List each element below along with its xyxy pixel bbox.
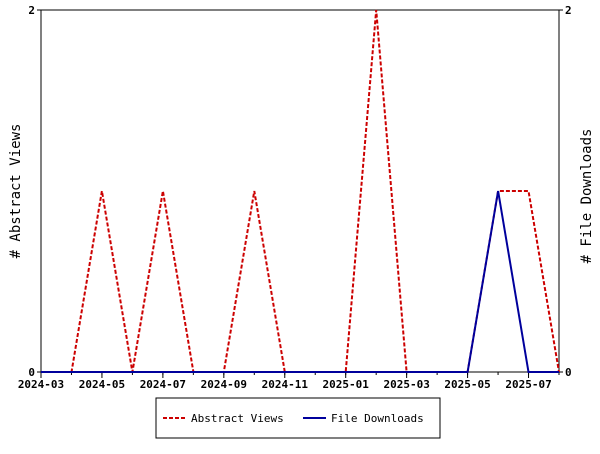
x-tick-label: 2025-05 [444,378,490,391]
y-axis-right-title: # File Downloads [579,129,595,264]
x-tick-label: 2025-01 [323,378,370,391]
x-tick-label: 2024-07 [140,378,186,391]
y-left-tick-label: 2 [28,4,35,17]
x-tick-label: 2024-11 [262,378,309,391]
x-tick-label: 2024-05 [79,378,125,391]
y-right-tick-label: 0 [565,366,572,379]
legend-box [155,397,441,439]
x-tick-label: 2024-09 [201,378,247,391]
y-axis-left-title: # Abstract Views [8,124,24,259]
axes [40,9,560,373]
x-axis-ticks: 2024-03 2024-05 2024-07 2024-09 2024-11 2025-… [18,372,560,391]
x-tick-label: 2024-03 [18,378,64,391]
x-tick-label: 2025-07 [505,378,551,391]
legend-label-file-downloads: File Downloads [331,412,424,425]
y-left-tick-label: 0 [28,366,35,379]
series-layer [41,9,560,373]
series-line-file-downloads [41,190,559,373]
y-axis-ticks: 0 2 0 2 [28,4,571,379]
series-line-abstract-views [41,9,560,373]
y-right-tick-label: 2 [565,4,572,17]
x-tick-label: 2025-03 [383,378,429,391]
legend-label-abstract-views: Abstract Views [191,412,284,425]
plot-frame [40,9,560,373]
legend: Abstract Views File Downloads [155,397,441,439]
